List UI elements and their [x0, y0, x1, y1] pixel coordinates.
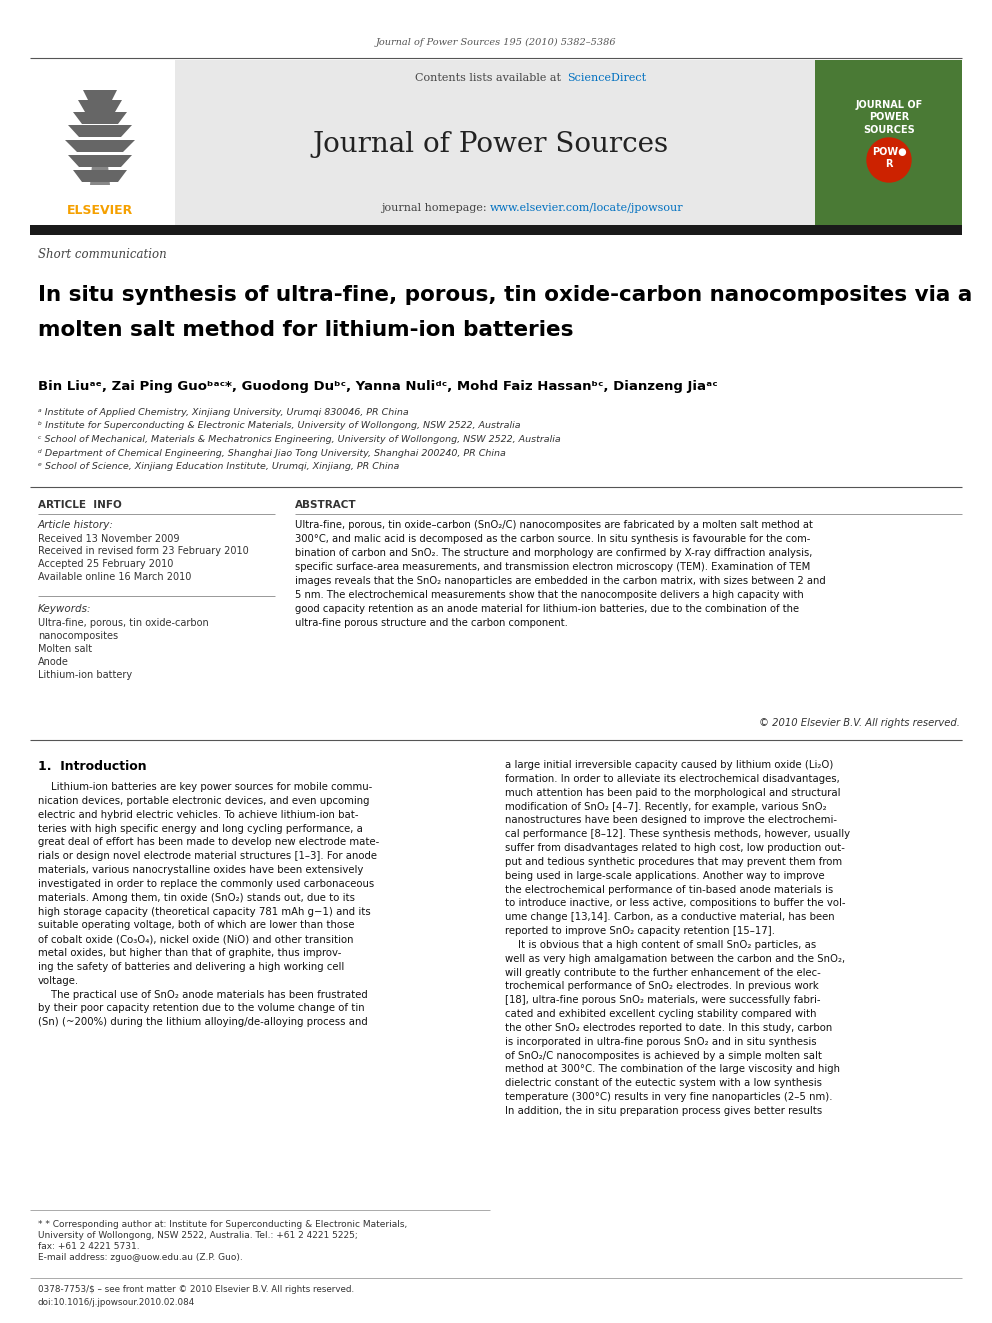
- Text: ABSTRACT: ABSTRACT: [295, 500, 357, 509]
- Text: ARTICLE  INFO: ARTICLE INFO: [38, 500, 122, 509]
- Text: Lithium-ion battery: Lithium-ion battery: [38, 669, 132, 680]
- Bar: [30, 225, 962, 235]
- Polygon shape: [73, 112, 127, 124]
- Text: a large initial irreversible capacity caused by lithium oxide (Li₂O)
formation. : a large initial irreversible capacity ca…: [505, 759, 850, 1117]
- Text: 0378-7753/$ – see front matter © 2010 Elsevier B.V. All rights reserved.: 0378-7753/$ – see front matter © 2010 El…: [38, 1285, 354, 1294]
- Polygon shape: [65, 140, 135, 152]
- Text: Ultra-fine, porous, tin oxide-carbon: Ultra-fine, porous, tin oxide-carbon: [38, 618, 208, 628]
- Text: Anode: Anode: [38, 658, 68, 667]
- Text: ScienceDirect: ScienceDirect: [567, 73, 647, 83]
- Text: ELSEVIER: ELSEVIER: [66, 204, 133, 217]
- Text: E-mail address: zguo@uow.edu.au (Z.P. Guo).: E-mail address: zguo@uow.edu.au (Z.P. Gu…: [38, 1253, 243, 1262]
- Text: © 2010 Elsevier B.V. All rights reserved.: © 2010 Elsevier B.V. All rights reserved…: [759, 718, 960, 728]
- Bar: [30, 60, 175, 225]
- Text: Keywords:: Keywords:: [38, 605, 91, 614]
- Polygon shape: [68, 124, 132, 138]
- Text: In situ synthesis of ultra-fine, porous, tin oxide-carbon nanocomposites via a: In situ synthesis of ultra-fine, porous,…: [38, 284, 972, 306]
- Text: Received in revised form 23 February 2010: Received in revised form 23 February 201…: [38, 546, 249, 557]
- Circle shape: [867, 138, 911, 183]
- Text: Lithium-ion batteries are key power sources for mobile commu-
nication devices, : Lithium-ion batteries are key power sour…: [38, 782, 379, 1027]
- Text: Contents lists available at: Contents lists available at: [416, 73, 564, 83]
- Text: fax: +61 2 4221 5731.: fax: +61 2 4221 5731.: [38, 1242, 140, 1252]
- Text: Ultra-fine, porous, tin oxide–carbon (SnO₂/C) nanocomposites are fabricated by a: Ultra-fine, porous, tin oxide–carbon (Sn…: [295, 520, 825, 628]
- Text: POW●
R: POW● R: [872, 147, 907, 169]
- Text: ᵇ Institute for Superconducting & Electronic Materials, University of Wollongong: ᵇ Institute for Superconducting & Electr…: [38, 422, 521, 430]
- Bar: [175, 60, 815, 225]
- Text: molten salt method for lithium-ion batteries: molten salt method for lithium-ion batte…: [38, 320, 573, 340]
- Text: Bin Liuᵃᵉ, Zai Ping Guoᵇᵃᶜ*, Guodong Duᵇᶜ, Yanna Nuliᵈᶜ, Mohd Faiz Hassanᵇᶜ, Dia: Bin Liuᵃᵉ, Zai Ping Guoᵇᵃᶜ*, Guodong Duᵇ…: [38, 380, 717, 393]
- Text: Molten salt: Molten salt: [38, 644, 92, 654]
- Text: www.elsevier.com/locate/jpowsour: www.elsevier.com/locate/jpowsour: [490, 202, 683, 213]
- Text: Received 13 November 2009: Received 13 November 2009: [38, 534, 180, 544]
- Text: ELSEVIER TREE: ELSEVIER TREE: [84, 128, 116, 132]
- Text: 1.  Introduction: 1. Introduction: [38, 759, 147, 773]
- Text: University of Wollongong, NSW 2522, Australia. Tel.: +61 2 4221 5225;: University of Wollongong, NSW 2522, Aust…: [38, 1230, 358, 1240]
- Text: journal homepage:: journal homepage:: [381, 202, 490, 213]
- Text: doi:10.1016/j.jpowsour.2010.02.084: doi:10.1016/j.jpowsour.2010.02.084: [38, 1298, 195, 1307]
- Text: Journal of Power Sources 195 (2010) 5382–5386: Journal of Power Sources 195 (2010) 5382…: [376, 37, 616, 46]
- Bar: [815, 60, 962, 225]
- Text: ᵉ School of Science, Xinjiang Education Institute, Urumqi, Xinjiang, PR China: ᵉ School of Science, Xinjiang Education …: [38, 462, 400, 471]
- Text: nanocomposites: nanocomposites: [38, 631, 118, 642]
- Text: Article history:: Article history:: [38, 520, 114, 531]
- Text: ᵈ Department of Chemical Engineering, Shanghai Jiao Tong University, Shanghai 20: ᵈ Department of Chemical Engineering, Sh…: [38, 448, 506, 458]
- Text: Accepted 25 February 2010: Accepted 25 February 2010: [38, 560, 174, 569]
- Text: JOURNAL OF
POWER
SOURCES: JOURNAL OF POWER SOURCES: [855, 101, 923, 135]
- Polygon shape: [83, 90, 117, 102]
- Polygon shape: [90, 165, 110, 185]
- Text: ᵃ Institute of Applied Chemistry, Xinjiang University, Urumqi 830046, PR China: ᵃ Institute of Applied Chemistry, Xinjia…: [38, 407, 409, 417]
- Polygon shape: [78, 101, 122, 112]
- Text: Short communication: Short communication: [38, 247, 167, 261]
- Text: Journal of Power Sources: Journal of Power Sources: [311, 131, 668, 159]
- Text: Available online 16 March 2010: Available online 16 March 2010: [38, 572, 191, 582]
- Polygon shape: [73, 169, 127, 183]
- Polygon shape: [68, 155, 132, 167]
- Text: ᶜ School of Mechanical, Materials & Mechatronics Engineering, University of Woll: ᶜ School of Mechanical, Materials & Mech…: [38, 435, 560, 445]
- Text: * * Corresponding author at: Institute for Superconducting & Electronic Material: * * Corresponding author at: Institute f…: [38, 1220, 408, 1229]
